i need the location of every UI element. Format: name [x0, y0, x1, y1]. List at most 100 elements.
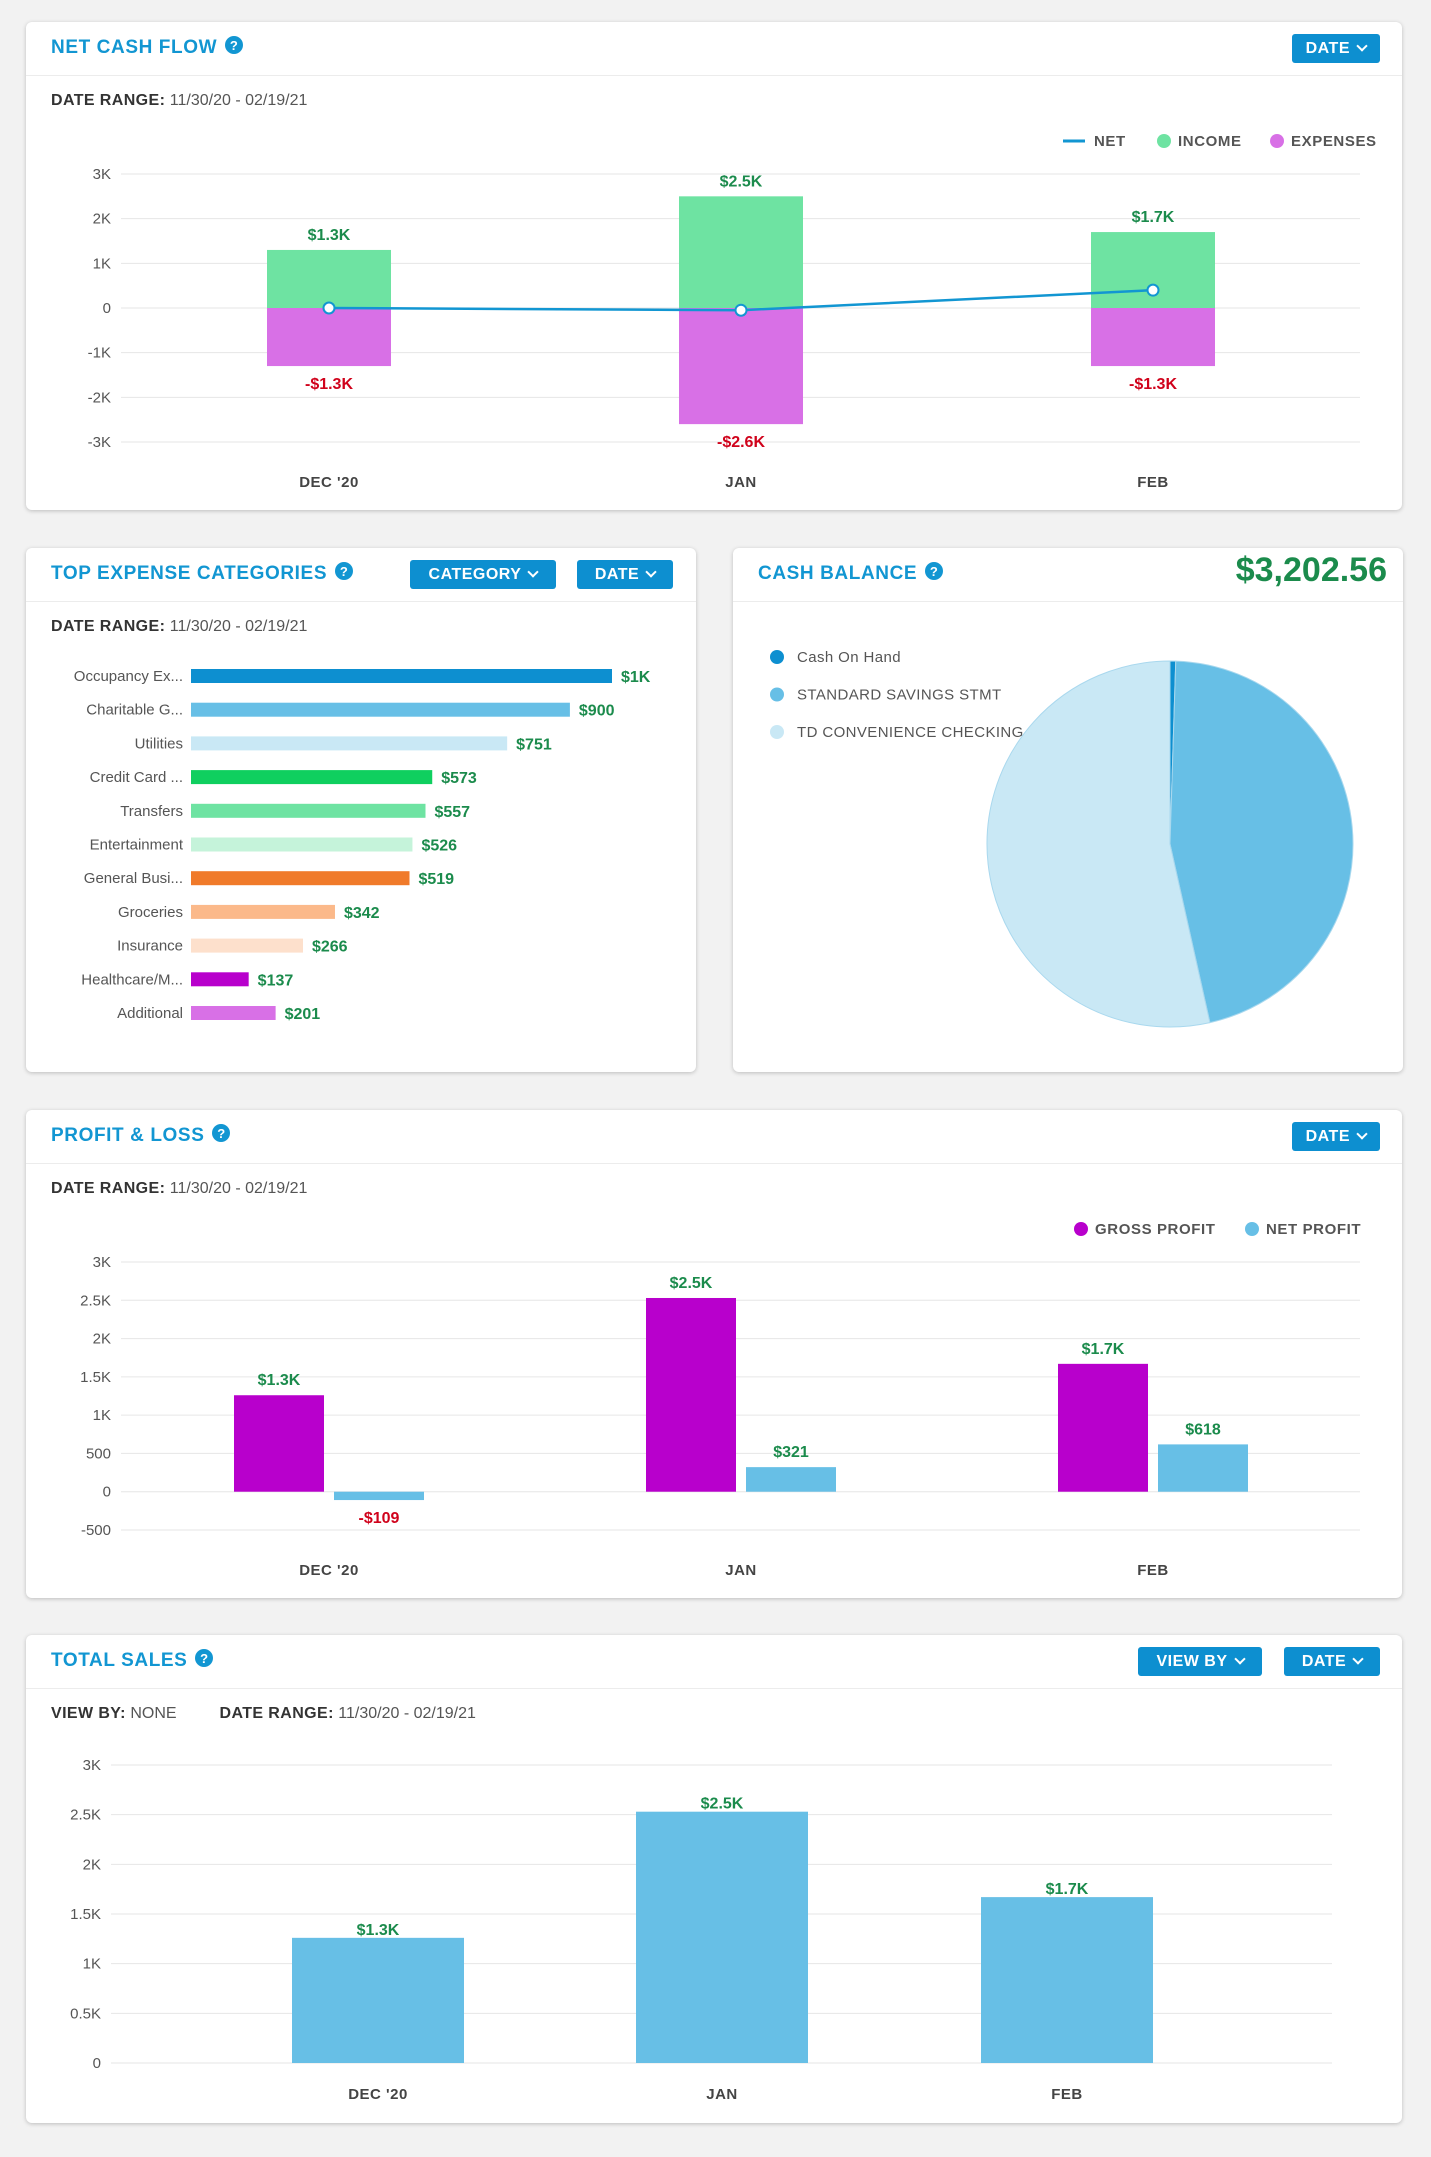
category-label: Charitable G... — [86, 702, 183, 719]
top-expense-card: TOP EXPENSE CATEGORIES ? CATEGORY DATE D… — [26, 548, 696, 1072]
cash-balance-title: CASH BALANCE ? — [758, 562, 944, 585]
y-tick-label: 500 — [86, 1445, 111, 1462]
y-tick-label: 2K — [93, 1331, 111, 1348]
net-profit-bar — [334, 1491, 424, 1501]
expense-bar — [191, 770, 433, 785]
x-tick-label: DEC '20 — [299, 474, 359, 491]
date-button-label: DATE — [1305, 1127, 1350, 1145]
net-profit-bar — [1158, 1444, 1248, 1492]
help-icon[interactable]: ? — [195, 1649, 214, 1667]
expense-bar — [191, 803, 426, 818]
x-tick-label: FEB — [1051, 2086, 1083, 2103]
net-point — [734, 303, 748, 317]
y-tick-label: -3K — [88, 434, 111, 451]
income-data-label: $1.7K — [1132, 209, 1175, 226]
view-by-button-label: VIEW BY — [1156, 1652, 1228, 1670]
legend-net-swatch — [1245, 1222, 1259, 1236]
net-cash-flow-date-button[interactable]: DATE — [1291, 34, 1380, 63]
profit-loss-title-text: PROFIT & LOSS — [51, 1125, 205, 1146]
y-tick-label: -2K — [88, 389, 111, 406]
cash-balance-header: CASH BALANCE ? $3,202.56 — [733, 548, 1403, 602]
view-by-button[interactable]: VIEW BY — [1138, 1647, 1262, 1676]
expenses-data-label: -$1.3K — [1129, 376, 1177, 393]
legend-income-swatch — [1157, 134, 1171, 148]
profit-loss-title: PROFIT & LOSS ? — [51, 1124, 231, 1147]
gross-profit-bar — [1058, 1363, 1148, 1492]
expense-value-label: $137 — [258, 972, 294, 989]
expense-bar — [191, 1006, 276, 1020]
expense-value-label: $342 — [344, 905, 380, 922]
cash-balance-title-text: CASH BALANCE — [758, 563, 918, 584]
top-expense-date-button[interactable]: DATE — [577, 560, 673, 589]
date-range-label: DATE RANGE: — [51, 92, 166, 109]
y-tick-label: 0.5K — [70, 2005, 101, 2022]
category-label: Healthcare/M... — [81, 971, 183, 988]
expense-bar — [191, 837, 413, 852]
category-button-label: CATEGORY — [428, 565, 522, 583]
profit-loss-card: PROFIT & LOSS ? DATE DATE RANGE: 11/30/2… — [26, 1110, 1402, 1598]
sales-bar — [292, 1937, 464, 2063]
category-label: Groceries — [118, 904, 183, 921]
help-icon[interactable]: ? — [925, 562, 944, 580]
y-tick-label: -500 — [81, 1522, 111, 1539]
sales-data-label: $1.7K — [1046, 1881, 1089, 1898]
gross-profit-bar — [234, 1395, 324, 1492]
income-bar — [679, 196, 803, 308]
sales-bar — [636, 1811, 808, 2063]
legend-gross-label: GROSS PROFIT — [1095, 1221, 1216, 1238]
expense-bar — [191, 736, 508, 751]
x-tick-label: FEB — [1137, 474, 1169, 491]
view-by-value: NONE — [130, 1705, 177, 1722]
expenses-bar — [267, 308, 391, 367]
y-tick-label: 1K — [83, 1956, 101, 1973]
x-tick-label: DEC '20 — [299, 1562, 359, 1579]
help-icon[interactable]: ? — [212, 1124, 231, 1142]
y-tick-label: -1K — [88, 345, 111, 362]
pie-slice — [986, 660, 1211, 1028]
income-data-label: $2.5K — [720, 173, 763, 190]
help-icon[interactable]: ? — [335, 562, 354, 580]
y-tick-label: 2K — [83, 1856, 101, 1873]
category-label: Occupancy Ex... — [74, 668, 183, 685]
legend-net-label: NET PROFIT — [1266, 1221, 1361, 1238]
expenses-data-label: -$2.6K — [717, 434, 765, 451]
total-sales-date-button[interactable]: DATE — [1284, 1647, 1380, 1676]
date-range-label: DATE RANGE: — [51, 1180, 166, 1197]
expense-bar — [191, 669, 612, 683]
legend-swatch — [770, 650, 784, 664]
expense-value-label: $573 — [441, 770, 477, 787]
expense-value-label: $1K — [621, 669, 651, 686]
profit-loss-date-button[interactable]: DATE — [1291, 1122, 1380, 1151]
legend-label: Cash On Hand — [797, 649, 901, 666]
net-cash-flow-title: NET CASH FLOW ? — [51, 36, 244, 59]
profit-loss-chart: 3K 2.5K 2K 1.5K 1K 500 0 -500 $1.3K -$109 DEC '20 $… — [80, 1221, 1361, 1579]
help-icon[interactable]: ? — [225, 36, 244, 54]
x-tick-label: JAN — [725, 1562, 757, 1579]
category-button[interactable]: CATEGORY — [410, 560, 556, 589]
cash-balance-chart: Cash On Hand STANDARD SAVINGS STMT TD CONV… — [770, 649, 1354, 1028]
top-expense-header: TOP EXPENSE CATEGORIES ? CATEGORY DATE — [26, 548, 696, 602]
legend-label: TD CONVENIENCE CHECKING — [797, 724, 1024, 741]
top-expense-title: TOP EXPENSE CATEGORIES ? — [51, 562, 354, 585]
total-sales-meta: VIEW BY: NONE DATE RANGE: 11/30/20 - 02/… — [51, 1705, 476, 1723]
category-label: Credit Card ... — [90, 769, 183, 786]
legend-expenses-label: EXPENSES — [1291, 133, 1377, 150]
sales-data-label: $1.3K — [357, 1922, 400, 1939]
net-cash-flow-chart: 3K 2K 1K 0 -1K -2K -3K $1.3K -$1.3K DEC '20 $2.5K -… — [88, 133, 1377, 491]
total-sales-chart: 3K 2.5K 2K 1.5K 1K 0.5K 0 $1.3K DEC '20 $2.5K JAN $… — [70, 1757, 1332, 2103]
date-range-value: 11/30/20 - 02/19/21 — [169, 1180, 308, 1197]
cash-balance-total: $3,202.56 — [1235, 551, 1387, 589]
net-profit-data-label: $618 — [1185, 1421, 1221, 1438]
y-tick-label: 1K — [93, 1407, 111, 1424]
net-profit-data-label: -$109 — [359, 1510, 400, 1527]
total-sales-title-text: TOTAL SALES — [51, 1650, 188, 1671]
expense-value-label: $201 — [285, 1006, 321, 1023]
net-profit-data-label: $321 — [773, 1444, 809, 1461]
net-point — [322, 301, 336, 315]
gross-profit-bar — [646, 1297, 736, 1492]
total-sales-title: TOTAL SALES ? — [51, 1649, 214, 1672]
expense-value-label: $526 — [421, 838, 457, 855]
net-point — [1146, 283, 1160, 297]
net-cash-flow-date-range: DATE RANGE: 11/30/20 - 02/19/21 — [51, 92, 307, 110]
date-range-value: 11/30/20 - 02/19/21 — [338, 1705, 476, 1722]
